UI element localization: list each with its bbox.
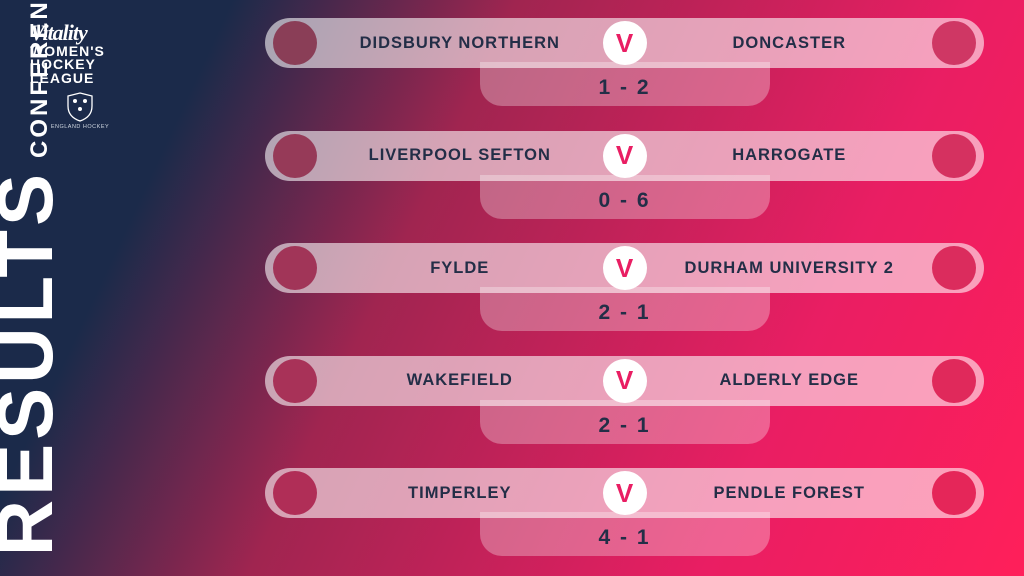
fixtures-list: 1 - 2 DIDSBURY NORTHERN V DONCASTER 0 - … <box>265 18 984 558</box>
score-tab: 0 - 6 <box>480 175 770 219</box>
fixture-bar: LIVERPOOL SEFTON V HARROGATE <box>265 131 984 181</box>
fixture-row: 2 - 1 WAKEFIELD V ALDERLY EDGE <box>265 356 984 446</box>
versus-badge: V <box>603 359 647 403</box>
home-crest-placeholder <box>273 134 317 178</box>
away-crest-placeholder <box>932 21 976 65</box>
home-team-name: LIVERPOOL SEFTON <box>317 146 603 165</box>
home-team-name: TIMPERLEY <box>317 484 603 503</box>
away-team-name: ALDERLY EDGE <box>647 371 933 390</box>
score-text: 2 - 1 <box>598 301 650 325</box>
home-crest-placeholder <box>273 471 317 515</box>
home-crest-placeholder <box>273 359 317 403</box>
fixture-row: 4 - 1 TIMPERLEY V PENDLE FOREST <box>265 468 984 558</box>
score-text: 0 - 6 <box>598 189 650 213</box>
home-crest-placeholder <box>273 246 317 290</box>
fixture-bar: DIDSBURY NORTHERN V DONCASTER <box>265 18 984 68</box>
score-tab: 2 - 1 <box>480 287 770 331</box>
versus-letter: V <box>616 28 633 59</box>
page-title-block: RESULTS CONFERENCE NORTH <box>0 0 60 556</box>
home-team-name: FYLDE <box>317 259 603 278</box>
title-main: RESULTS <box>0 170 60 556</box>
versus-letter: V <box>616 253 633 284</box>
fixture-row: 2 - 1 FYLDE V DURHAM UNIVERSITY 2 <box>265 243 984 333</box>
home-team-name: WAKEFIELD <box>317 371 603 390</box>
away-team-name: DONCASTER <box>647 34 933 53</box>
fixture-row: 0 - 6 LIVERPOOL SEFTON V HARROGATE <box>265 131 984 221</box>
score-tab: 4 - 1 <box>480 512 770 556</box>
versus-badge: V <box>603 246 647 290</box>
away-crest-placeholder <box>932 246 976 290</box>
score-tab: 2 - 1 <box>480 400 770 444</box>
away-team-name: PENDLE FOREST <box>647 484 933 503</box>
fixture-row: 1 - 2 DIDSBURY NORTHERN V DONCASTER <box>265 18 984 108</box>
score-text: 2 - 1 <box>598 414 650 438</box>
versus-letter: V <box>616 365 633 396</box>
fixture-bar: WAKEFIELD V ALDERLY EDGE <box>265 356 984 406</box>
score-text: 4 - 1 <box>598 526 650 550</box>
fixture-bar: FYLDE V DURHAM UNIVERSITY 2 <box>265 243 984 293</box>
versus-badge: V <box>603 21 647 65</box>
away-crest-placeholder <box>932 471 976 515</box>
home-team-name: DIDSBURY NORTHERN <box>317 34 603 53</box>
score-text: 1 - 2 <box>598 76 650 100</box>
versus-badge: V <box>603 134 647 178</box>
title-sub: CONFERENCE NORTH <box>28 0 60 158</box>
versus-letter: V <box>616 140 633 171</box>
fixture-bar: TIMPERLEY V PENDLE FOREST <box>265 468 984 518</box>
score-tab: 1 - 2 <box>480 62 770 106</box>
versus-badge: V <box>603 471 647 515</box>
away-crest-placeholder <box>932 134 976 178</box>
away-crest-placeholder <box>932 359 976 403</box>
away-team-name: HARROGATE <box>647 146 933 165</box>
away-team-name: DURHAM UNIVERSITY 2 <box>647 259 933 278</box>
home-crest-placeholder <box>273 21 317 65</box>
versus-letter: V <box>616 478 633 509</box>
